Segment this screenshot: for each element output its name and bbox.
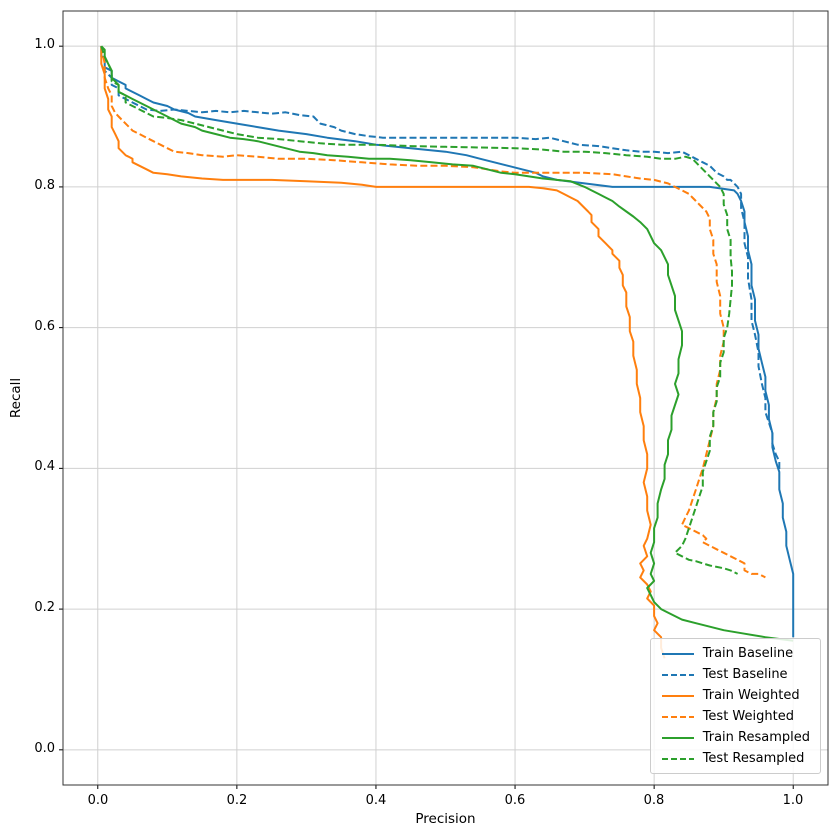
- train-resampled-line-sample: [661, 735, 695, 741]
- test-baseline-line-sample: [661, 672, 695, 678]
- x-axis-label: Precision: [415, 811, 476, 827]
- legend-item-train-baseline: Train Baseline: [661, 646, 810, 661]
- y-tick-label: 0.6: [34, 319, 55, 334]
- train-weighted-line-sample: [661, 693, 695, 699]
- legend-item-train-weighted: Train Weighted: [661, 688, 810, 703]
- y-tick-label: 0.4: [34, 459, 55, 474]
- legend-label: Train Resampled: [702, 730, 810, 745]
- legend-label: Train Baseline: [702, 646, 794, 661]
- legend-item-test-baseline: Test Baseline: [661, 667, 810, 682]
- y-axis-label: Recall: [8, 377, 24, 419]
- test-resampled-line-sample: [661, 756, 695, 762]
- y-tick-label: 0.8: [34, 178, 55, 193]
- train-baseline-line-sample: [661, 651, 695, 657]
- x-tick-label: 0.8: [643, 793, 665, 808]
- x-tick-label: 0.4: [365, 793, 387, 808]
- series-line-train-weighted: [100, 46, 666, 659]
- x-tick-label: 1.0: [782, 793, 804, 808]
- legend-label: Test Resampled: [702, 751, 805, 766]
- test-weighted-line-sample: [661, 714, 695, 720]
- legend-item-test-resampled: Test Resampled: [661, 751, 810, 766]
- series-line-train-baseline: [100, 46, 795, 638]
- axes-frame: [62, 10, 829, 786]
- x-tick-label: 0.0: [87, 793, 109, 808]
- x-tick-label: 0.6: [504, 793, 526, 808]
- legend-label: Train Weighted: [702, 688, 800, 703]
- series-line-test-resampled: [100, 45, 739, 575]
- series-line-test-baseline: [100, 45, 781, 472]
- legend-label: Test Weighted: [702, 709, 794, 724]
- series-line-train-resampled: [100, 45, 794, 642]
- series-line-test-weighted: [100, 46, 766, 579]
- y-tick-label: 0.2: [34, 600, 55, 615]
- legend: Train Baseline Test Baseline Train Weigh…: [649, 638, 821, 774]
- y-tick-label: 1.0: [34, 37, 55, 52]
- legend-item-test-weighted: Test Weighted: [661, 709, 810, 724]
- legend-label: Test Baseline: [702, 667, 788, 682]
- legend-item-train-resampled: Train Resampled: [661, 730, 810, 745]
- y-tick-label: 0.0: [34, 741, 55, 756]
- x-tick-label: 0.2: [226, 793, 248, 808]
